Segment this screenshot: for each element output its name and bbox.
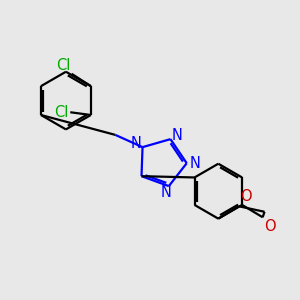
Text: O: O bbox=[240, 189, 252, 204]
Text: N: N bbox=[190, 156, 200, 171]
Text: Cl: Cl bbox=[55, 105, 69, 120]
Text: N: N bbox=[130, 136, 141, 151]
Text: N: N bbox=[160, 185, 172, 200]
Text: O: O bbox=[264, 219, 276, 234]
Text: Cl: Cl bbox=[56, 58, 70, 73]
Text: N: N bbox=[172, 128, 183, 143]
